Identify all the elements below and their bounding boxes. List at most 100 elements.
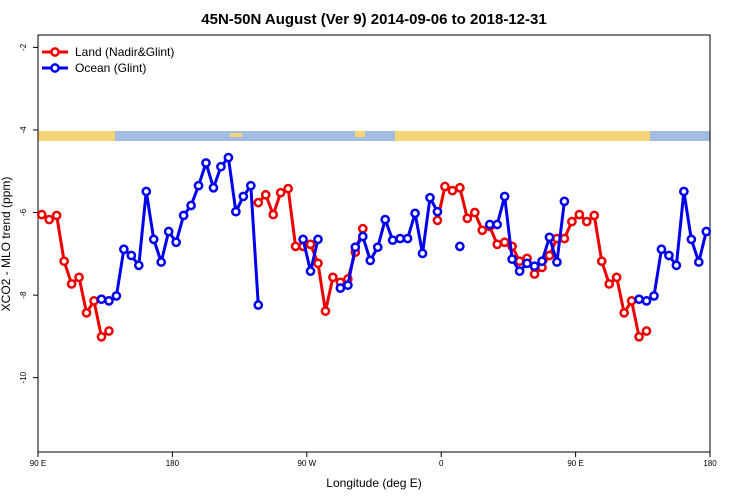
data-point bbox=[455, 241, 465, 252]
data-point bbox=[186, 200, 196, 211]
data-point bbox=[432, 206, 443, 217]
x-axis-label: Longitude (deg E) bbox=[326, 476, 421, 490]
data-point bbox=[104, 326, 114, 336]
data-point bbox=[537, 256, 547, 267]
data-point bbox=[89, 296, 99, 306]
data-point bbox=[596, 256, 607, 267]
data-point bbox=[372, 242, 383, 253]
x-tick-label: 90 W bbox=[297, 459, 316, 468]
data-point bbox=[201, 158, 211, 168]
data-point bbox=[447, 185, 458, 196]
data-point bbox=[395, 233, 405, 244]
data-point bbox=[499, 237, 510, 248]
plot-frame bbox=[37, 34, 711, 453]
data-point bbox=[634, 294, 644, 305]
data-point bbox=[514, 266, 525, 277]
data-point bbox=[664, 250, 674, 261]
series-line bbox=[101, 156, 708, 306]
data-point bbox=[231, 206, 241, 217]
data-point bbox=[133, 260, 144, 271]
data-point bbox=[567, 216, 577, 227]
data-point bbox=[104, 296, 114, 306]
y-tick-label: -4 bbox=[19, 126, 28, 134]
data-point bbox=[313, 234, 323, 245]
data-point bbox=[313, 258, 323, 269]
data-point bbox=[544, 232, 555, 243]
data-point bbox=[193, 180, 204, 191]
data-point bbox=[253, 197, 264, 208]
data-point bbox=[275, 187, 286, 198]
data-point bbox=[574, 209, 585, 220]
data-point bbox=[440, 181, 450, 192]
data-point bbox=[283, 183, 293, 194]
data-point bbox=[581, 216, 592, 227]
data-point bbox=[96, 294, 107, 305]
legend-marker bbox=[50, 47, 60, 57]
data-point bbox=[686, 234, 697, 245]
data-point bbox=[425, 192, 435, 203]
legend-label: Land (Nadir&Glint) bbox=[75, 45, 174, 59]
data-point bbox=[679, 186, 689, 197]
data-point bbox=[611, 272, 622, 283]
x-tick-label: 180 bbox=[703, 459, 717, 468]
data-point bbox=[559, 233, 570, 244]
data-point bbox=[74, 272, 84, 283]
data-point bbox=[111, 291, 122, 301]
y-tick-label: -6 bbox=[19, 208, 28, 216]
data-point bbox=[148, 234, 159, 245]
data-point bbox=[253, 300, 264, 310]
data-point bbox=[671, 260, 682, 271]
data-point bbox=[514, 256, 525, 267]
data-point bbox=[455, 182, 465, 193]
data-point bbox=[216, 161, 226, 172]
y-tick-label: -8 bbox=[19, 291, 28, 299]
data-point bbox=[328, 272, 338, 283]
data-point bbox=[156, 257, 167, 267]
y-tick-label: -2 bbox=[19, 43, 28, 51]
data-point bbox=[36, 209, 47, 220]
data-point bbox=[81, 308, 92, 318]
data-point bbox=[469, 207, 480, 218]
data-point bbox=[522, 258, 532, 269]
data-point bbox=[529, 261, 540, 272]
data-point bbox=[357, 231, 368, 242]
data-point bbox=[619, 308, 629, 318]
data-point bbox=[492, 219, 503, 230]
data-point bbox=[290, 241, 301, 252]
data-point bbox=[693, 257, 704, 267]
x-tick-label: 0 bbox=[439, 459, 444, 468]
data-point bbox=[552, 257, 562, 267]
data-point bbox=[350, 242, 361, 253]
data-point bbox=[51, 210, 62, 221]
x-tick-label: 90 E bbox=[30, 459, 46, 468]
data-point bbox=[238, 191, 249, 202]
legend-marker bbox=[50, 63, 60, 73]
data-point bbox=[298, 234, 308, 245]
data-point bbox=[507, 254, 517, 265]
data-point bbox=[462, 213, 473, 224]
chart-title: 45N-50N August (Ver 9) 2014-09-06 to 201… bbox=[201, 11, 546, 28]
data-point bbox=[96, 331, 107, 342]
data-point bbox=[260, 189, 271, 200]
data-point bbox=[589, 210, 600, 221]
data-point bbox=[141, 186, 152, 197]
data-point bbox=[417, 248, 428, 259]
x-tick-label: 90 E bbox=[567, 459, 583, 468]
data-point bbox=[171, 237, 181, 248]
data-point bbox=[320, 306, 331, 317]
data-point bbox=[626, 296, 637, 306]
data-point bbox=[402, 233, 413, 244]
data-point bbox=[66, 279, 77, 289]
data-point bbox=[641, 296, 652, 306]
data-point bbox=[387, 235, 398, 246]
data-point bbox=[529, 269, 540, 279]
y-axis-label: XCO2 - MLO trend (ppm) bbox=[0, 177, 13, 312]
data-point bbox=[44, 214, 55, 225]
data-point bbox=[484, 219, 495, 230]
data-point bbox=[357, 223, 368, 234]
data-point bbox=[305, 239, 316, 250]
data-point bbox=[305, 266, 316, 277]
data-point bbox=[656, 244, 667, 255]
data-point bbox=[649, 291, 659, 301]
